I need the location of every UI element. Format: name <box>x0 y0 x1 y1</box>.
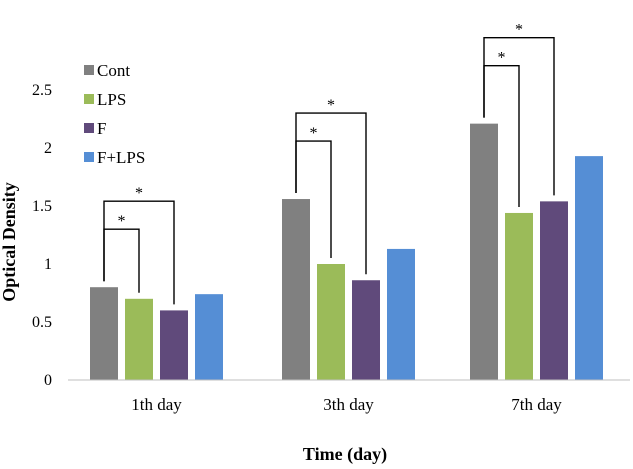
bar-cont-1 <box>90 287 118 380</box>
significance-layer: * * * * * * <box>103 22 555 305</box>
significance-star: * <box>135 185 143 202</box>
bar-lps-2 <box>317 264 345 380</box>
significance-bracket <box>483 36 555 196</box>
bar-f-3 <box>540 201 568 380</box>
bar-f-lps-3 <box>575 156 603 380</box>
legend-label: Cont <box>97 61 130 80</box>
bar-f-1 <box>160 310 188 380</box>
legend-swatch <box>84 94 94 104</box>
x-axis-categories: 1th day 3th day 7th day <box>131 395 562 414</box>
y-axis-title: Optical Density <box>0 182 19 302</box>
bar-lps-1 <box>125 298 153 380</box>
bar-f-lps-1 <box>195 294 223 380</box>
significance-bracket <box>295 112 367 275</box>
significance-star: * <box>310 125 318 142</box>
bar-f-2 <box>352 280 380 380</box>
x-category-label: 7th day <box>511 395 562 414</box>
legend-swatch <box>84 123 94 133</box>
significance-bracket <box>103 200 175 305</box>
x-category-label: 3th day <box>323 395 374 414</box>
legend-label: LPS <box>97 90 126 109</box>
bars-layer <box>90 123 603 380</box>
legend-label: F <box>97 119 106 138</box>
significance-star: * <box>515 22 523 39</box>
y-tick-label: 1.5 <box>32 198 52 215</box>
bar-cont-3 <box>470 123 498 380</box>
legend-label: F+LPS <box>97 148 145 167</box>
x-category-label: 1th day <box>131 395 182 414</box>
bar-lps-3 <box>505 212 533 380</box>
y-tick-label: 2.5 <box>32 82 52 99</box>
significance-star: * <box>327 97 335 114</box>
legend-swatch <box>84 65 94 75</box>
y-tick-label: 1 <box>44 256 52 273</box>
significance-star: * <box>118 213 126 230</box>
significance-star: * <box>498 50 506 67</box>
y-tick-label: 0 <box>44 372 52 389</box>
y-tick-label: 2 <box>44 140 52 157</box>
legend-swatch <box>84 152 94 162</box>
bar-f-lps-2 <box>387 248 415 380</box>
x-axis-title: Time (day) <box>303 444 387 465</box>
y-tick-label: 0.5 <box>32 314 52 331</box>
y-axis-ticks: 0 0.5 1 1.5 2 2.5 <box>32 82 52 389</box>
significance-bracket <box>103 228 140 293</box>
bar-cont-2 <box>282 199 310 380</box>
legend: Cont LPS F F+LPS <box>84 61 145 167</box>
